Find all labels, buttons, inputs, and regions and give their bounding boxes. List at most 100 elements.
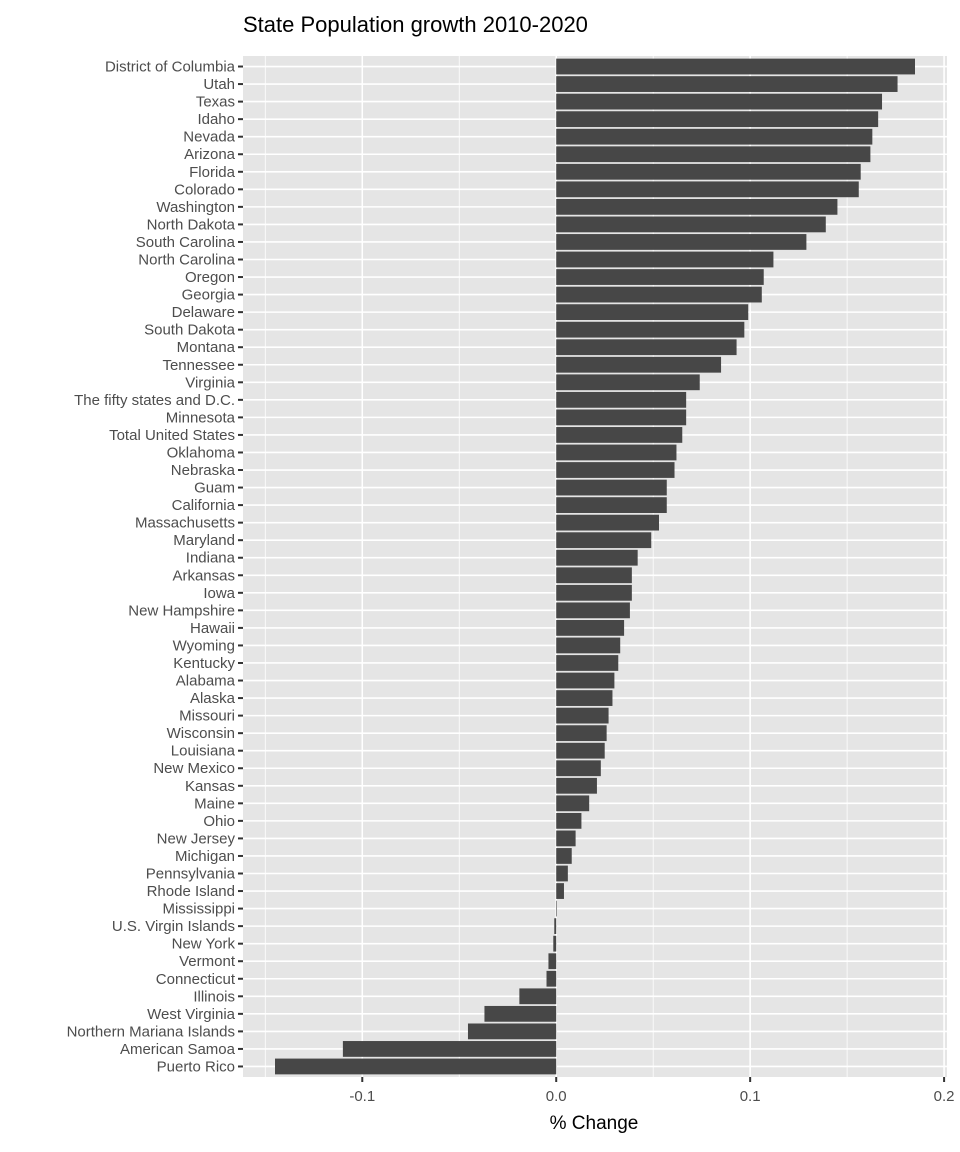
bar-nebraska — [556, 462, 675, 478]
y-tick-label: Georgia — [182, 287, 236, 304]
y-tick-label: Washington — [156, 199, 235, 216]
y-tick-label: Pennsylvania — [146, 866, 236, 883]
y-tick-label: Idaho — [197, 111, 235, 128]
y-tick-label: Montana — [177, 339, 236, 356]
bar-new-jersey — [556, 830, 576, 847]
y-tick-label: Delaware — [172, 304, 235, 321]
bar-new-hampshire — [556, 602, 630, 619]
bar-mississippi — [556, 900, 557, 917]
y-tick-label: Northern Mariana Islands — [67, 1023, 235, 1040]
bar-iowa — [556, 584, 632, 601]
x-axis-label: % Change — [549, 1113, 639, 1134]
y-tick-label: Guam — [194, 480, 235, 497]
bar-connecticut — [546, 970, 557, 987]
y-tick-label: Mississippi — [162, 901, 235, 918]
y-tick-label: Missouri — [179, 708, 235, 725]
y-tick-label: New York — [172, 936, 236, 953]
y-tick-label: Alabama — [176, 673, 236, 690]
y-tick-label: Tennessee — [162, 357, 235, 374]
bar-rhode-island — [556, 883, 564, 899]
y-tick-label: Puerto Rico — [157, 1058, 235, 1075]
bar-north-dakota — [556, 216, 826, 233]
bar-massachusetts — [556, 514, 659, 531]
bar-alabama — [556, 672, 615, 689]
x-tick-label: 0.1 — [740, 1088, 761, 1105]
y-tick-label: Kansas — [185, 778, 235, 795]
y-tick-label: Louisiana — [171, 743, 236, 760]
bar-kansas — [556, 777, 597, 794]
y-tick-label: Florida — [189, 164, 236, 181]
bar-minnesota — [556, 409, 687, 426]
y-tick-label: California — [172, 497, 236, 514]
y-tick-label: The fifty states and D.C. — [74, 392, 235, 409]
bar-utah — [556, 76, 898, 92]
x-tick-label: 0.0 — [546, 1088, 567, 1105]
y-tick-label: North Carolina — [138, 251, 235, 268]
bar-district-of-columbia — [556, 58, 915, 75]
y-tick-label: North Dakota — [147, 216, 236, 233]
y-tick-label: Ohio — [203, 813, 235, 830]
bar-indiana — [556, 549, 638, 566]
y-tick-label: Maine — [194, 795, 235, 812]
y-tick-label: Arizona — [184, 146, 236, 163]
y-tick-label: Illinois — [193, 988, 235, 1005]
y-tick-label: District of Columbia — [105, 59, 236, 76]
bar-vermont — [548, 953, 557, 970]
bar-delaware — [556, 304, 749, 321]
bar-hawaii — [556, 620, 625, 636]
bar-ohio — [556, 812, 582, 829]
y-tick-label: Arkansas — [172, 567, 235, 584]
y-tick-label: Oklahoma — [167, 444, 236, 461]
bar-california — [556, 497, 667, 513]
y-tick-label: Rhode Island — [147, 883, 235, 900]
bar-georgia — [556, 286, 762, 303]
y-tick-label: New Jersey — [157, 830, 236, 847]
bar-alaska — [556, 690, 613, 706]
bar-illinois — [519, 988, 557, 1005]
bar-south-carolina — [556, 234, 807, 250]
y-tick-label: New Mexico — [153, 760, 235, 777]
y-tick-label: West Virginia — [147, 1006, 235, 1023]
bar-maine — [556, 795, 590, 812]
bar-oregon — [556, 269, 764, 285]
bar-colorado — [556, 181, 859, 198]
y-tick-label: South Carolina — [136, 234, 236, 251]
y-tick-label: South Dakota — [144, 322, 236, 339]
y-tick-label: Virginia — [185, 374, 235, 391]
bar-tennessee — [556, 356, 722, 373]
y-tick-label: Vermont — [179, 953, 236, 970]
bar-montana — [556, 339, 737, 356]
x-tick-label: 0.2 — [934, 1088, 955, 1105]
y-tick-label: Hawaii — [190, 620, 235, 637]
y-tick-label: Maryland — [173, 532, 235, 549]
bar-guam — [556, 479, 667, 496]
bar-total-united-states — [556, 427, 683, 443]
bar-puerto-rico — [275, 1058, 557, 1075]
bar-missouri — [556, 707, 609, 724]
bar-kentucky — [556, 655, 619, 671]
bar-south-dakota — [556, 321, 745, 338]
bar-nevada — [556, 128, 873, 145]
y-tick-label: Utah — [203, 76, 235, 93]
y-tick-label: U.S. Virgin Islands — [112, 918, 235, 935]
bar-oklahoma — [556, 444, 677, 461]
y-tick-label: Oregon — [185, 269, 235, 286]
y-tick-label: Kentucky — [173, 655, 235, 672]
y-tick-label: Connecticut — [156, 971, 236, 988]
y-tick-label: Michigan — [175, 848, 235, 865]
bar-northern-mariana-islands — [467, 1023, 557, 1040]
y-tick-label: Texas — [196, 94, 235, 111]
bar-west-virginia — [484, 1005, 557, 1022]
y-tick-label: Minnesota — [166, 409, 236, 426]
x-tick-label: -0.1 — [349, 1088, 375, 1105]
y-tick-label: New Hampshire — [128, 602, 235, 619]
bar-arizona — [556, 146, 871, 163]
bar-arkansas — [556, 567, 632, 584]
y-tick-label: Total United States — [109, 427, 235, 444]
chart-title: State Population growth 2010-2020 — [243, 12, 588, 37]
bar-american-samoa — [342, 1041, 557, 1057]
y-tick-label: Wisconsin — [167, 725, 235, 742]
y-tick-label: Massachusetts — [135, 515, 235, 532]
y-tick-label: Nebraska — [171, 462, 236, 479]
